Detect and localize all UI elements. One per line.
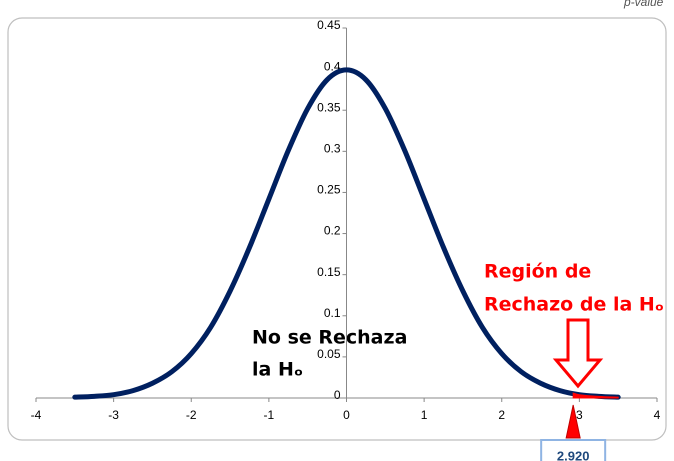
x-tick-label: 4: [654, 408, 661, 422]
reject-label: Región de: [484, 261, 591, 283]
y-tick-label: 0.25: [317, 183, 341, 197]
chart-frame: [7, 17, 667, 441]
x-tick-label: 1: [421, 408, 428, 422]
y-tick-label: 0.3: [324, 142, 341, 156]
x-tick-label: -2: [186, 408, 197, 422]
x-tick-label: -1: [264, 408, 275, 422]
y-tick-label: 0.1: [324, 306, 341, 320]
critical-marker: [565, 404, 581, 439]
corner-label: p-value: [623, 0, 664, 9]
reject-label: Rechazo de la Hₒ: [484, 294, 664, 316]
y-tick-label: 0.35: [317, 100, 341, 114]
reject-arrow: [552, 318, 604, 389]
x-tick-label: -4: [31, 408, 42, 422]
y-tick-label: 0.45: [317, 18, 341, 32]
accept-label: la Hₒ: [252, 359, 303, 381]
y-tick-label: 0: [334, 388, 341, 402]
y-tick-label: 0.15: [317, 265, 341, 279]
density-curve: [72, 67, 621, 400]
critical-box: [540, 439, 607, 461]
y-tick-label: 0.2: [324, 224, 341, 238]
x-tick-label: 3: [576, 408, 583, 422]
rejection-area: [572, 392, 619, 399]
x-tick-label: 0: [343, 408, 350, 422]
x-tick-label: -3: [108, 408, 119, 422]
accept-label: No se Rechaza: [252, 327, 407, 349]
x-tick-label: 2: [498, 408, 505, 422]
y-tick-label: 0.05: [317, 347, 341, 361]
critical-label: 2.920: [557, 448, 590, 461]
